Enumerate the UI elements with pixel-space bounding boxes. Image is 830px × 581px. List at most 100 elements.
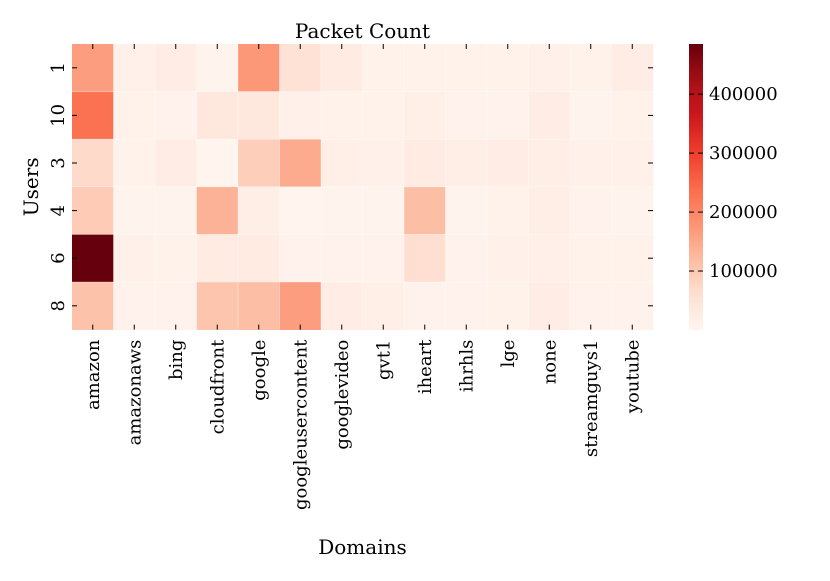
x-axis-ticks: amazon amazonaws bing cloudfront google googl…	[83, 44, 643, 510]
x-tick-label: gvt1	[373, 340, 394, 380]
heatmap-cell	[445, 91, 488, 140]
heatmap-cell	[528, 139, 571, 188]
heatmap-cell	[404, 282, 446, 330]
x-tick-label: none	[539, 340, 560, 385]
heatmap-cell	[487, 282, 529, 330]
heatmap-cell	[611, 91, 654, 140]
x-tick-label: googlevideo	[332, 340, 353, 450]
heatmap-cell	[528, 234, 571, 283]
heatmap-cell	[487, 186, 529, 235]
heatmap-cell	[487, 139, 529, 188]
heatmap-cell	[113, 234, 156, 283]
y-axis-title: Users	[19, 157, 43, 216]
heatmap-cell	[445, 282, 488, 330]
heatmap-cell	[279, 234, 322, 283]
x-tick-label: streamguys1	[581, 340, 602, 458]
y-tick-label: 3	[48, 157, 69, 168]
heatmap-cell	[72, 44, 114, 92]
x-tick-label: amazonaws	[124, 340, 145, 446]
heatmap-cell	[196, 139, 239, 188]
heatmap-cell	[445, 44, 488, 92]
heatmap-cell	[238, 91, 280, 140]
heatmap-cell	[570, 186, 612, 235]
heatmap-cell	[362, 139, 405, 188]
heatmap-cell	[362, 91, 405, 140]
heatmap-cell	[279, 44, 322, 92]
heatmap-cell	[196, 186, 239, 235]
x-tick-label: google	[249, 340, 270, 401]
heatmap-cell	[528, 186, 571, 235]
heatmap-cell	[72, 234, 114, 283]
heatmap-cell	[445, 234, 488, 283]
y-tick-label: 8	[48, 300, 69, 311]
heatmap-cell	[321, 44, 363, 92]
x-tick-label: amazon	[83, 339, 104, 410]
heatmap-cell	[487, 234, 529, 283]
x-tick-label: youtube	[622, 340, 643, 415]
heatmap-cell	[404, 44, 446, 92]
heatmap-cell	[404, 234, 446, 283]
heatmap-cell	[279, 91, 322, 140]
heatmap-cell	[404, 139, 446, 188]
colorbar-tick-label: 100000	[709, 261, 778, 282]
colorbar-tick-label: 300000	[709, 143, 778, 164]
heatmap-cell	[155, 44, 197, 92]
heatmap-cell	[570, 282, 612, 330]
heatmap-cell	[362, 282, 405, 330]
heatmap-cell	[279, 186, 322, 235]
y-tick-label: 6	[48, 252, 69, 263]
y-axis-ticks: 1 10 3 4 6 8	[48, 62, 653, 312]
y-tick-label: 10	[48, 104, 69, 127]
heatmap-cell	[238, 186, 280, 235]
heatmap-cell	[570, 91, 612, 140]
heatmap-cell	[113, 282, 156, 330]
heatmap-cell	[321, 139, 363, 188]
heatmap-cell	[72, 139, 114, 188]
colorbar-gradient	[689, 44, 703, 330]
heatmap-cell	[113, 91, 156, 140]
heatmap-cell	[487, 91, 529, 140]
heatmap-cell	[72, 186, 114, 235]
heatmap-cell	[570, 139, 612, 188]
heatmap-cell	[321, 91, 363, 140]
heatmap-cell	[321, 186, 363, 235]
heatmap-cell	[238, 44, 280, 92]
heatmap-cell	[570, 234, 612, 283]
heatmap-cell	[611, 234, 654, 283]
heatmap-cell	[72, 282, 114, 330]
y-tick-label: 1	[48, 62, 69, 73]
heatmap-cell	[196, 234, 239, 283]
chart-title: Packet Count	[295, 19, 430, 43]
x-tick-label: ihrhls	[456, 340, 477, 393]
heatmap-cell	[155, 186, 197, 235]
x-tick-label: lge	[498, 340, 519, 368]
heatmap-cell	[155, 234, 197, 283]
heatmap-cell	[404, 91, 446, 140]
heatmap-cell	[611, 186, 654, 235]
heatmap-cell	[238, 139, 280, 188]
colorbar-tick-label: 400000	[709, 84, 778, 105]
x-tick-label: bing	[166, 340, 187, 380]
heatmap-cell	[196, 44, 239, 92]
heatmap-cell	[404, 186, 446, 235]
heatmap-cell	[321, 282, 363, 330]
heatmap-cell	[321, 234, 363, 283]
heatmap-cell	[487, 44, 529, 92]
y-tick-label: 4	[48, 205, 69, 216]
heatmap-cell	[611, 139, 654, 188]
heatmap-cell	[570, 44, 612, 92]
heatmap-cell	[155, 91, 197, 140]
heatmap-cell	[196, 282, 239, 330]
heatmap-cell	[362, 234, 405, 283]
heatmap-cell	[279, 282, 322, 330]
heatmap-cell	[279, 139, 322, 188]
heatmap-cell	[528, 282, 571, 330]
heatmap-cell	[611, 282, 654, 330]
heatmap-cell	[72, 91, 114, 140]
heatmap-cell	[445, 186, 488, 235]
heatmap-cell	[445, 139, 488, 188]
heatmap-cell	[238, 282, 280, 330]
heatmap-cell	[113, 44, 156, 92]
heatmap-cell	[611, 44, 654, 92]
x-tick-label: googleusercontent	[290, 339, 311, 510]
